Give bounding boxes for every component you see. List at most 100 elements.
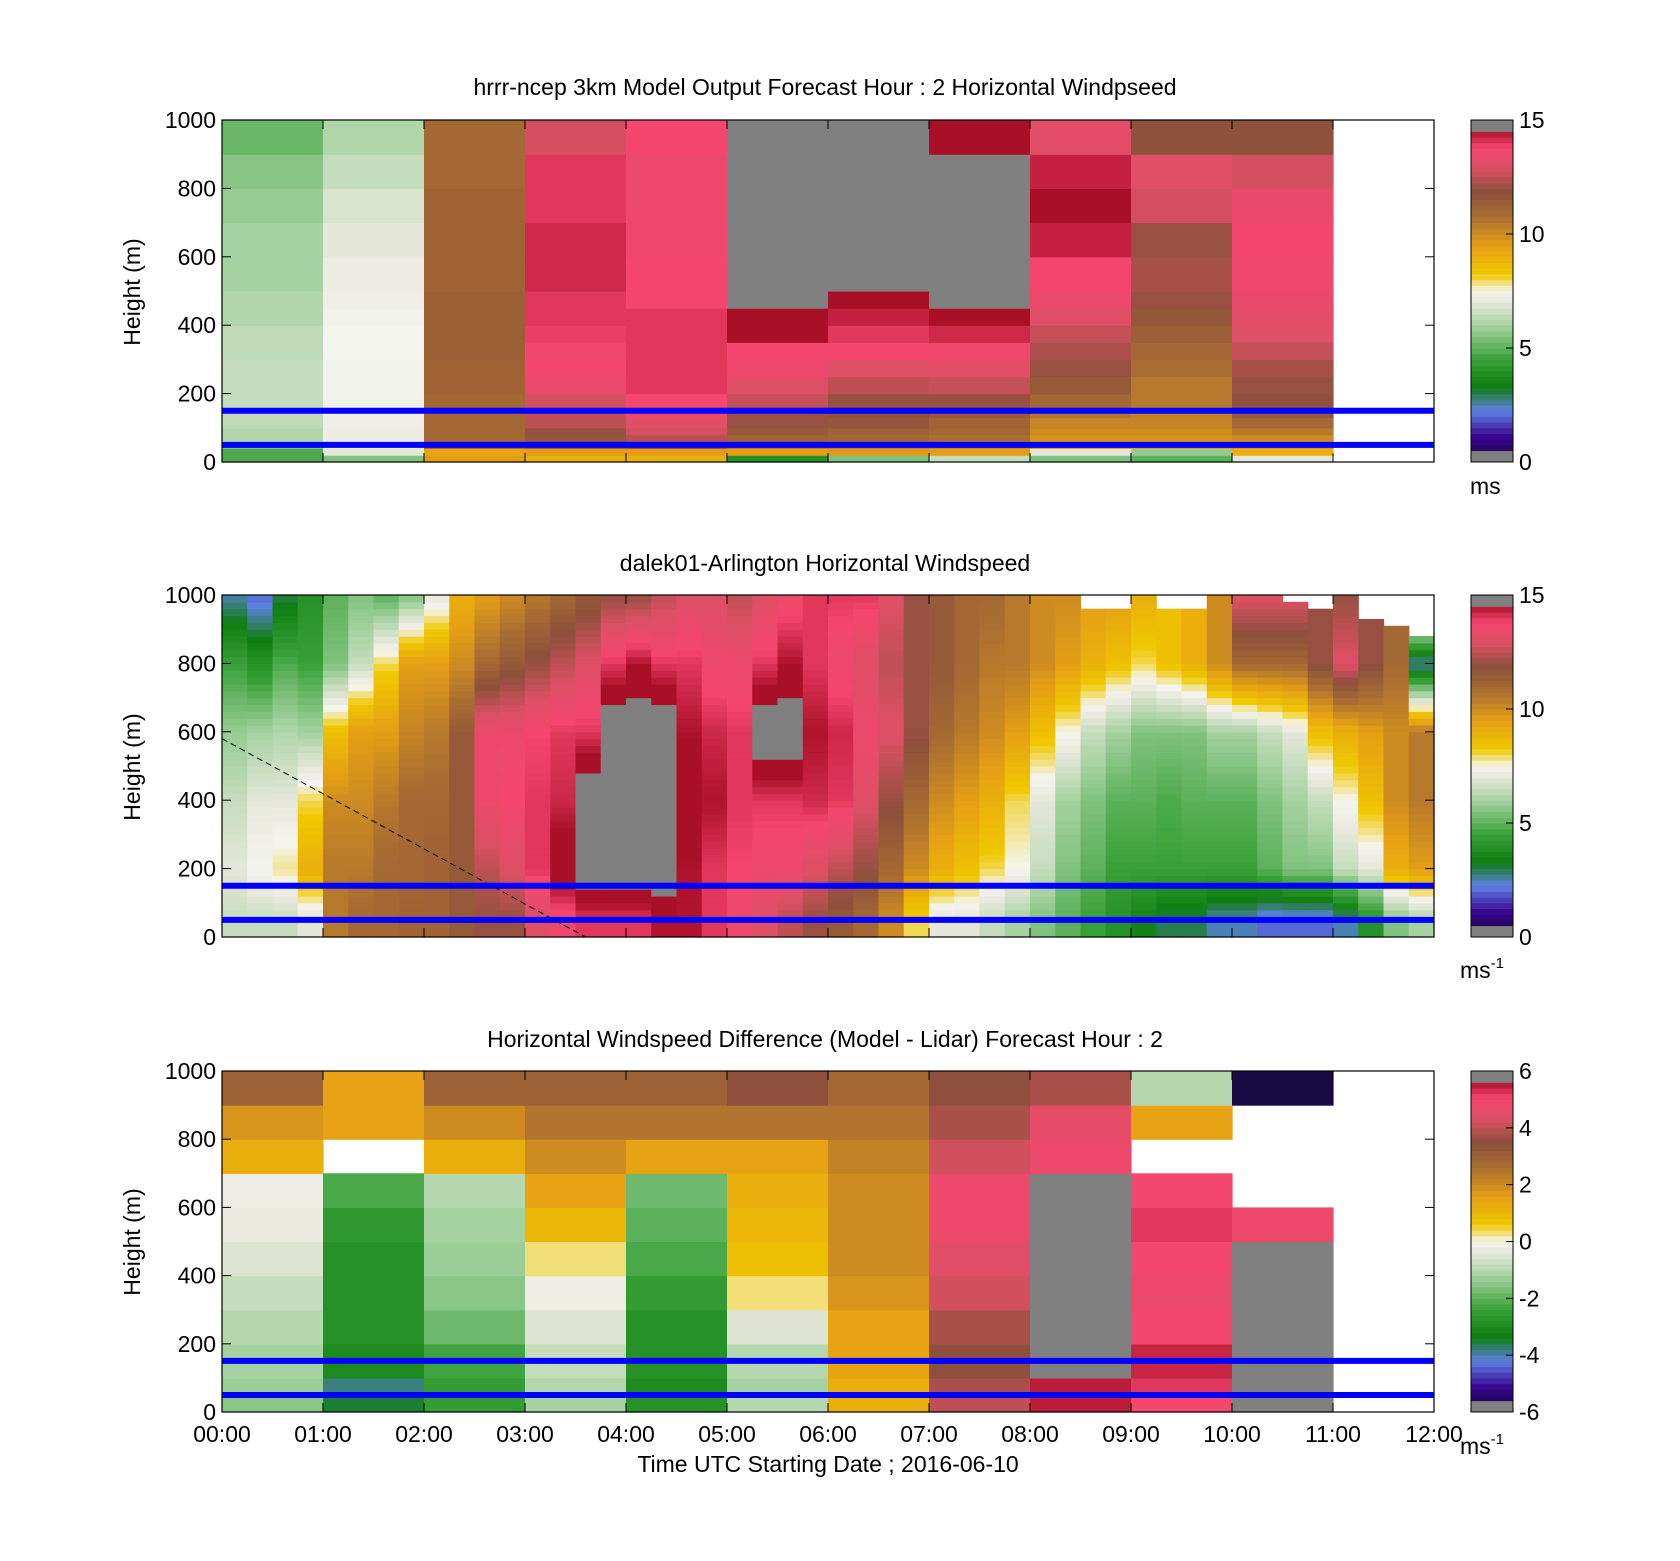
colorbar-swatch [1471, 245, 1513, 252]
lidar-cell [802, 622, 829, 630]
lidar-cell [979, 889, 1006, 897]
lidar-cell [1080, 895, 1107, 904]
lidar-cell [1383, 813, 1410, 822]
colorbar-swatch [1471, 342, 1513, 349]
lidar-cell [701, 745, 728, 753]
colorbar-swatch [1471, 897, 1513, 904]
lidar-cell [323, 724, 349, 733]
lidar-cell [323, 772, 349, 781]
colorbar-swatch [1471, 1269, 1513, 1277]
model-cell [323, 393, 425, 408]
colorbar-swatch [1471, 606, 1513, 613]
lidar-cell [222, 807, 248, 815]
difference-cell [424, 1139, 526, 1174]
colorbar-swatch [1471, 823, 1513, 830]
lidar-cell [499, 820, 526, 829]
lidar-cell [701, 683, 728, 692]
lidar-cell [525, 902, 551, 911]
difference-cell [1131, 1071, 1233, 1106]
lidar-cell [373, 841, 400, 849]
lidar-cell [802, 909, 829, 918]
lidar-cell [449, 738, 476, 747]
lidar-cell [600, 902, 627, 911]
lidar-cell [1004, 683, 1031, 692]
lidar-cell [701, 656, 728, 664]
model-cell [1030, 417, 1132, 429]
lidar-cell [828, 745, 854, 753]
lidar-cell [1257, 854, 1284, 863]
lidar-cell [1181, 608, 1208, 617]
model-cell [929, 359, 1031, 378]
lidar-cell [373, 670, 400, 678]
lidar-cell [1156, 752, 1183, 760]
lidar-cell [1307, 834, 1334, 842]
lidar-cell [1206, 677, 1233, 685]
lidar-cell [802, 608, 829, 617]
difference-cell [727, 1241, 829, 1277]
lidar-cell [1080, 793, 1107, 801]
lidar-cell [1156, 820, 1183, 829]
lidar-cell [828, 930, 854, 938]
model-chart-title: hrrr-ncep 3km Model Output Forecast Hour… [473, 74, 1176, 100]
lidar-cell [1257, 683, 1284, 692]
colorbar-swatch [1471, 211, 1513, 218]
lidar-cell [929, 848, 955, 856]
lidar-cell [247, 820, 274, 829]
lidar-cell [878, 759, 905, 767]
lidar-cell [1307, 923, 1334, 931]
lidar-cell [1333, 683, 1359, 692]
lidar-cell [1105, 895, 1132, 904]
lidar-cell [802, 766, 829, 774]
lidar-cell [1055, 738, 1082, 747]
lidar-cell [449, 848, 476, 856]
lidar-cell [954, 820, 981, 829]
lidar-cell [878, 622, 905, 630]
lidar-cell [676, 663, 703, 671]
lidar-cell [929, 820, 955, 829]
lidar-cell [550, 813, 577, 822]
lidar-cell [247, 595, 274, 603]
lidar-cell [1257, 642, 1284, 651]
lidar-cell [323, 889, 349, 897]
lidar-cell [954, 656, 981, 664]
lidar-cell [424, 601, 450, 610]
lidar-cell [600, 724, 627, 733]
lidar-cell [575, 902, 602, 911]
lidar-cell [1181, 649, 1208, 658]
lidar-cell [929, 766, 955, 774]
lidar-cell [1004, 868, 1031, 877]
colorbar-swatch [1471, 783, 1513, 790]
lidar-cell [1080, 615, 1107, 623]
lidar-cell [1408, 875, 1435, 883]
lidar-cell [954, 724, 981, 733]
lidar-cell [550, 834, 577, 842]
lidar-cell [1383, 889, 1410, 897]
lidar-cell [348, 848, 375, 856]
difference-cell [222, 1105, 324, 1140]
model-reference-lines [222, 407, 1434, 448]
lidar-cell [1105, 629, 1132, 637]
lidar-cell [449, 779, 476, 788]
colorbar-swatch [1471, 1150, 1513, 1157]
lidar-cell [853, 807, 880, 815]
lidar-cell [777, 608, 804, 617]
lidar-cell [777, 601, 804, 610]
difference-cell [1131, 1275, 1233, 1311]
lidar-cell [752, 848, 779, 856]
lidar-cell [247, 608, 274, 617]
lidar-cell [1206, 704, 1233, 712]
lidar-cell [752, 889, 779, 897]
lidar-cell [626, 622, 652, 630]
lidar-cell [550, 930, 577, 938]
lidar-cell [979, 704, 1006, 712]
lidar-cell [222, 875, 248, 883]
model-cell [1131, 417, 1233, 429]
lidar-cell [1232, 608, 1258, 617]
lidar-cell [1358, 772, 1385, 781]
lidar-cell [272, 636, 299, 644]
lidar-cell [1358, 670, 1385, 678]
lidar-cell [878, 868, 905, 877]
model-cell [222, 376, 324, 395]
lidar-cell [651, 731, 678, 740]
